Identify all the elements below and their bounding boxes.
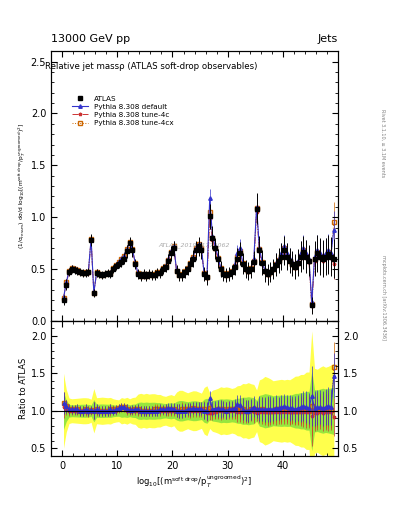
- Text: ATLAS_2019_I1772062: ATLAS_2019_I1772062: [159, 243, 230, 248]
- Text: 13000 GeV pp: 13000 GeV pp: [51, 33, 130, 44]
- Text: Rivet 3.1.10, ≥ 3.1M events: Rivet 3.1.10, ≥ 3.1M events: [381, 109, 386, 178]
- Text: mcplots.cern.ch [arXiv:1306.3436]: mcplots.cern.ch [arXiv:1306.3436]: [381, 254, 386, 339]
- Legend: ATLAS, Pythia 8.308 default, Pythia 8.308 tune-4c, Pythia 8.308 tune-4cx: ATLAS, Pythia 8.308 default, Pythia 8.30…: [69, 93, 176, 129]
- Text: Jets: Jets: [318, 33, 338, 44]
- Y-axis label: (1/σ$_\mathrm{resum}$) dσ/d log$_{10}$[(m$^\mathrm{soft\ drop}$/p$_T^\mathrm{ung: (1/σ$_\mathrm{resum}$) dσ/d log$_{10}$[(…: [17, 123, 28, 249]
- Text: Relative jet massρ (ATLAS soft-drop observables): Relative jet massρ (ATLAS soft-drop obse…: [45, 62, 258, 71]
- Y-axis label: Ratio to ATLAS: Ratio to ATLAS: [19, 358, 28, 419]
- X-axis label: log$_{10}$[(m$^\mathrm{soft\ drop}$/p$_T^\mathrm{ungroomed}$)$^2$]: log$_{10}$[(m$^\mathrm{soft\ drop}$/p$_T…: [136, 473, 253, 489]
